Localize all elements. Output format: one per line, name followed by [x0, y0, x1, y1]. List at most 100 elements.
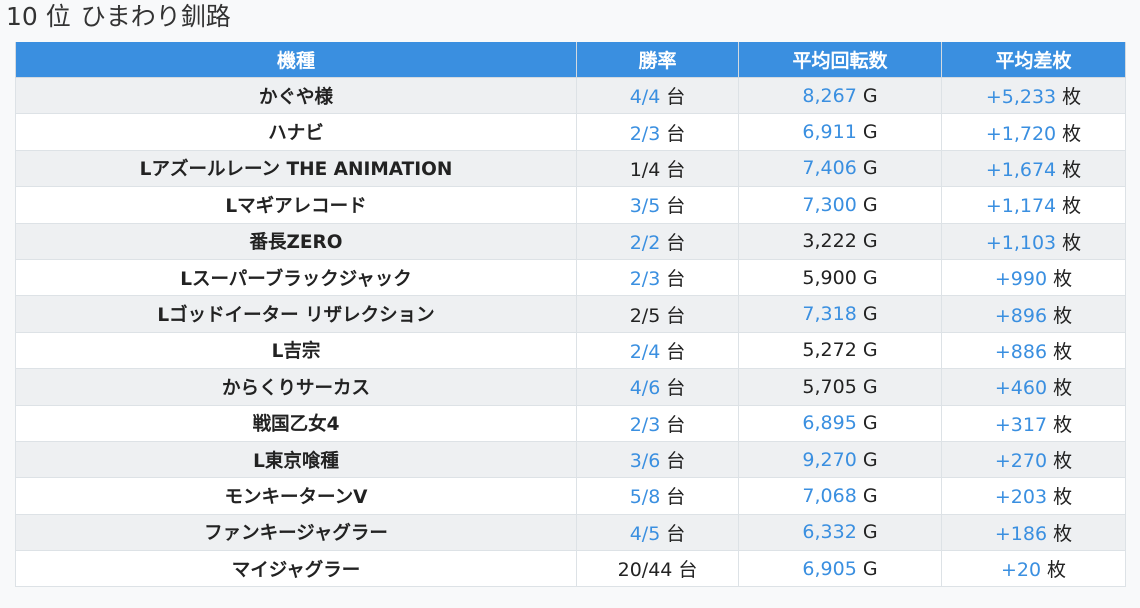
- win-rate-cell: 2/3 台: [576, 258, 739, 297]
- avg-spins-value: 6,895: [802, 412, 857, 435]
- win-rate-cell: 3/6 台: [576, 440, 739, 479]
- win-rate-unit: 台: [666, 231, 686, 254]
- win-rate-unit: 台: [666, 522, 686, 545]
- avg-diff-cell: +460 枚: [941, 368, 1126, 406]
- avg-diff-unit: 枚: [1047, 559, 1067, 582]
- machine-name-cell: L東京喰種: [15, 440, 577, 479]
- avg-diff-value: +1,720: [985, 122, 1057, 145]
- avg-spins-cell: 5,272 G: [738, 331, 942, 370]
- table-row: マイジャグラー 20/44 台 6,905 G +20 枚: [15, 550, 1126, 588]
- avg-spins-value: 7,300: [802, 193, 857, 216]
- win-rate-unit: 台: [666, 268, 686, 291]
- avg-spins-value: 6,332: [802, 521, 857, 544]
- column-header-win-rate: 勝率: [576, 42, 739, 78]
- win-rate-cell: 5/8 台: [576, 477, 739, 515]
- avg-diff-unit: 枚: [1053, 450, 1073, 473]
- avg-spins-unit: G: [862, 266, 878, 289]
- avg-diff-cell: +896 枚: [941, 295, 1126, 333]
- avg-diff-cell: +886 枚: [941, 331, 1126, 370]
- table-row: L東京喰種 3/6 台 9,270 G +270 枚: [15, 440, 1126, 479]
- avg-diff-value: +886: [994, 340, 1048, 363]
- machine-name-cell: Lマギアレコード: [15, 186, 577, 224]
- avg-diff-value: +317: [994, 413, 1048, 436]
- win-rate-value: 1/4: [629, 158, 661, 181]
- avg-spins-unit: G: [862, 375, 878, 398]
- win-rate-cell: 20/44 台: [576, 550, 739, 588]
- win-rate-cell: 1/4 台: [576, 149, 739, 188]
- avg-spins-value: 6,905: [802, 557, 857, 580]
- avg-diff-cell: +1,103 枚: [941, 222, 1126, 260]
- win-rate-cell: 2/5 台: [576, 295, 739, 333]
- avg-diff-unit: 枚: [1053, 522, 1073, 545]
- machine-name-cell: ファンキージャグラー: [15, 513, 577, 552]
- win-rate-cell: 2/2 台: [576, 222, 739, 260]
- avg-diff-unit: 枚: [1062, 158, 1082, 181]
- avg-diff-value: +20: [1000, 559, 1042, 582]
- win-rate-cell: 2/4 台: [576, 331, 739, 370]
- win-rate-value: 5/8: [629, 486, 661, 509]
- win-rate-value: 4/4: [629, 86, 661, 109]
- win-rate-cell: 4/5 台: [576, 513, 739, 552]
- avg-diff-value: +5,233: [985, 86, 1057, 109]
- win-rate-unit: 台: [666, 195, 686, 218]
- machine-ranking-table: 機種 勝率 平均回転数 平均差枚 かぐや様 4/4 台 8,267 G +5,233 枚ハナ…: [15, 42, 1126, 588]
- win-rate-cell: 4/4 台: [576, 76, 739, 115]
- avg-spins-cell: 6,911 G: [738, 113, 942, 151]
- avg-diff-unit: 枚: [1062, 86, 1082, 109]
- avg-spins-value: 5,900: [802, 266, 857, 289]
- table-row: L吉宗 2/4 台 5,272 G +886 枚: [15, 331, 1126, 370]
- avg-diff-cell: +186 枚: [941, 513, 1126, 552]
- machine-name-cell: Lスーパーブラックジャック: [15, 258, 577, 297]
- win-rate-unit: 台: [666, 340, 686, 363]
- machine-name-cell: Lゴッドイーター リザレクション: [15, 295, 577, 333]
- win-rate-value: 2/3: [629, 122, 661, 145]
- avg-diff-cell: +1,720 枚: [941, 113, 1126, 151]
- win-rate-value: 2/3: [629, 268, 661, 291]
- win-rate-unit: 台: [666, 377, 686, 400]
- win-rate-cell: 4/6 台: [576, 368, 739, 406]
- win-rate-cell: 2/3 台: [576, 113, 739, 151]
- table-row: ファンキージャグラー 4/5 台 6,332 G +186 枚: [15, 513, 1126, 552]
- win-rate-unit: 台: [678, 559, 698, 582]
- avg-spins-unit: G: [862, 303, 878, 326]
- avg-spins-unit: G: [862, 157, 878, 180]
- avg-diff-cell: +270 枚: [941, 440, 1126, 479]
- win-rate-cell: 2/3 台: [576, 404, 739, 442]
- table-body: かぐや様 4/4 台 8,267 G +5,233 枚ハナビ 2/3 台 6,911 G +1,720…: [15, 76, 1126, 588]
- avg-spins-value: 5,272: [802, 339, 857, 362]
- table-row: Lスーパーブラックジャック 2/3 台 5,900 G +990 枚: [15, 258, 1126, 297]
- win-rate-value: 4/5: [629, 522, 661, 545]
- avg-spins-cell: 7,318 G: [738, 295, 942, 333]
- avg-spins-cell: 9,270 G: [738, 440, 942, 479]
- avg-diff-value: +1,674: [985, 158, 1057, 181]
- machine-name-cell: 番長ZERO: [15, 222, 577, 260]
- table-row: ハナビ 2/3 台 6,911 G +1,720 枚: [15, 113, 1126, 151]
- win-rate-unit: 台: [666, 158, 686, 181]
- page-title: 10 位ひまわり釧路: [6, 0, 231, 36]
- avg-diff-unit: 枚: [1062, 231, 1082, 254]
- machine-name-cell: からくりサーカス: [15, 368, 577, 406]
- avg-diff-value: +990: [994, 268, 1048, 291]
- win-rate-unit: 台: [666, 450, 686, 473]
- table-row: かぐや様 4/4 台 8,267 G +5,233 枚: [15, 76, 1126, 115]
- avg-spins-unit: G: [862, 121, 878, 144]
- avg-spins-unit: G: [862, 521, 878, 544]
- column-header-avg-spins: 平均回転数: [738, 42, 942, 78]
- table-row: Lアズールレーン THE ANIMATION 1/4 台 7,406 G +1,674 枚: [15, 149, 1126, 188]
- avg-spins-cell: 3,222 G: [738, 222, 942, 260]
- win-rate-value: 2/2: [629, 231, 661, 254]
- rank-label: 10 位: [6, 2, 71, 31]
- win-rate-value: 2/5: [629, 304, 661, 327]
- column-header-machine: 機種: [15, 42, 577, 78]
- machine-name-cell: かぐや様: [15, 76, 577, 115]
- avg-spins-unit: G: [862, 339, 878, 362]
- avg-spins-value: 6,911: [802, 121, 857, 144]
- avg-spins-unit: G: [862, 484, 878, 507]
- avg-diff-value: +1,103: [985, 231, 1057, 254]
- avg-spins-cell: 7,068 G: [738, 477, 942, 515]
- avg-diff-value: +1,174: [985, 195, 1057, 218]
- table-row: からくりサーカス 4/6 台 5,705 G +460 枚: [15, 368, 1126, 406]
- machine-name-cell: マイジャグラー: [15, 550, 577, 588]
- avg-spins-cell: 5,705 G: [738, 368, 942, 406]
- table-row: 戦国乙女4 2/3 台 6,895 G +317 枚: [15, 404, 1126, 442]
